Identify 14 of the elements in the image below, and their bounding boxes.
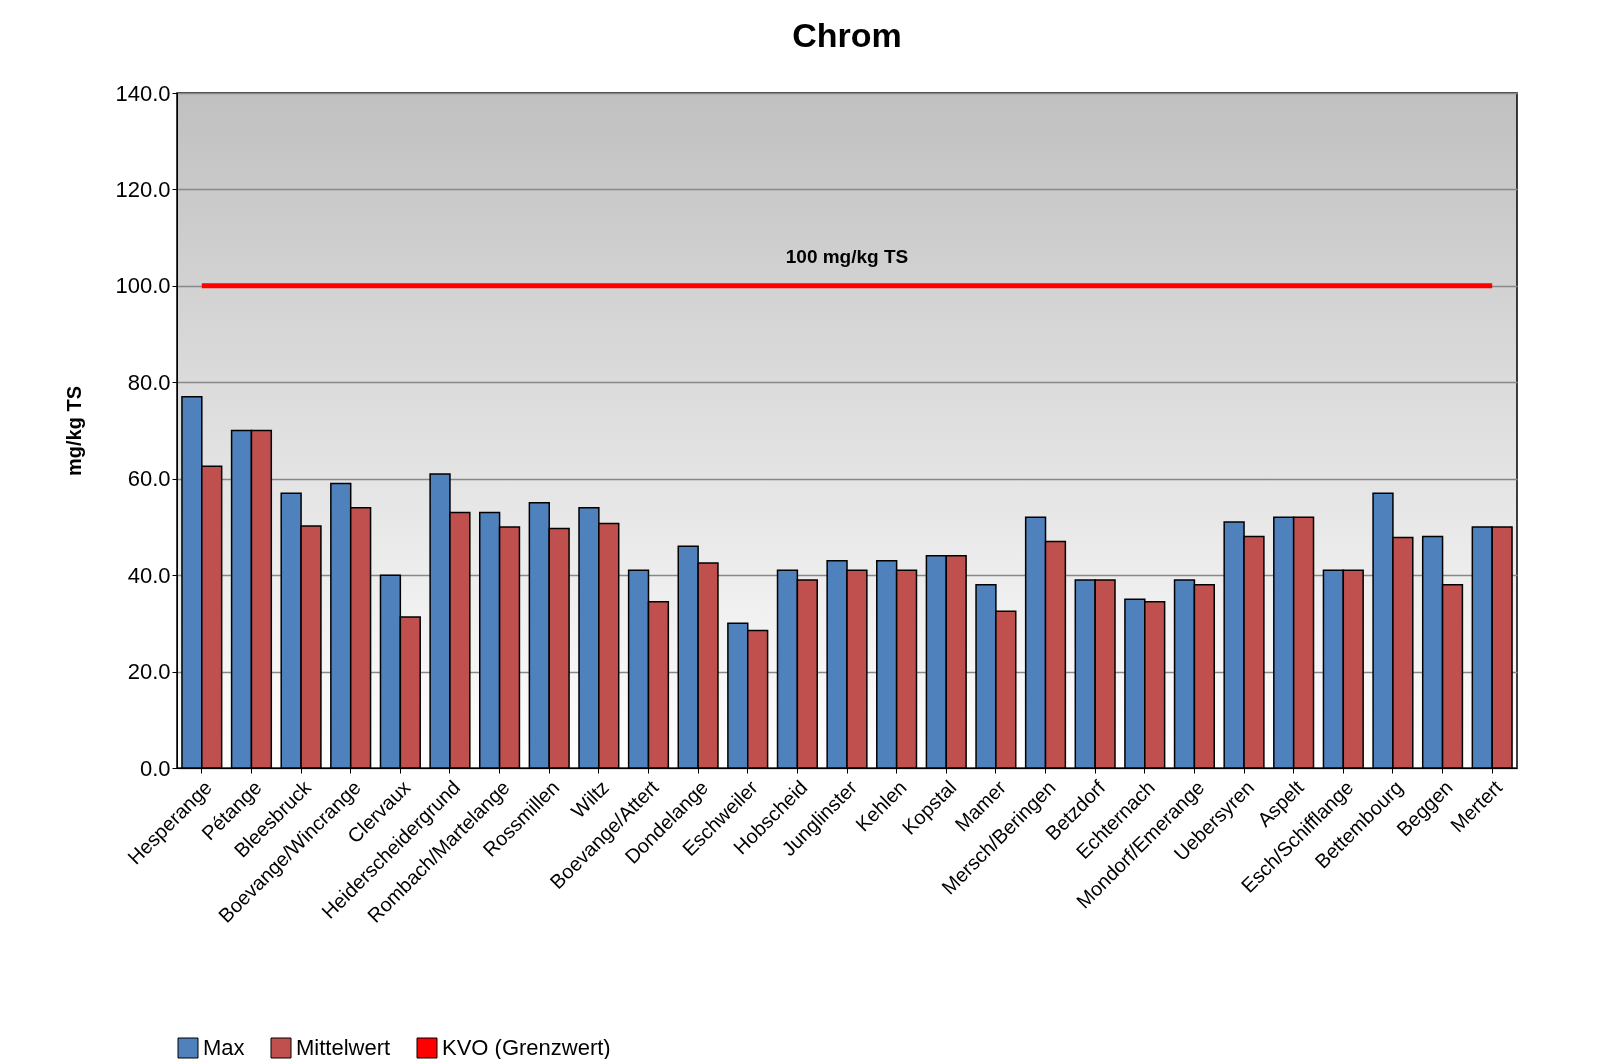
y-tick-label: 0.0 [139, 755, 171, 781]
y-tick-label: 40.0 [127, 562, 171, 588]
y-axis-title: mg/kg TS [63, 385, 86, 477]
y-tick-label: 120.0 [115, 176, 171, 202]
y-tick-label: 60.0 [127, 466, 171, 492]
annotation: 100 mg/kg TS [785, 245, 909, 267]
y-tick-label: 100.0 [115, 273, 171, 299]
chart-title: Chrom [792, 16, 902, 54]
legend-label: Mittelwert [296, 1035, 391, 1059]
y-tick-label: 80.0 [127, 369, 171, 395]
y-tick-label: 140.0 [115, 80, 171, 106]
legend-label: KVO (Grenzwert) [442, 1035, 611, 1059]
y-tick-label: 20.0 [127, 659, 171, 685]
legend-label: Max [203, 1035, 245, 1059]
